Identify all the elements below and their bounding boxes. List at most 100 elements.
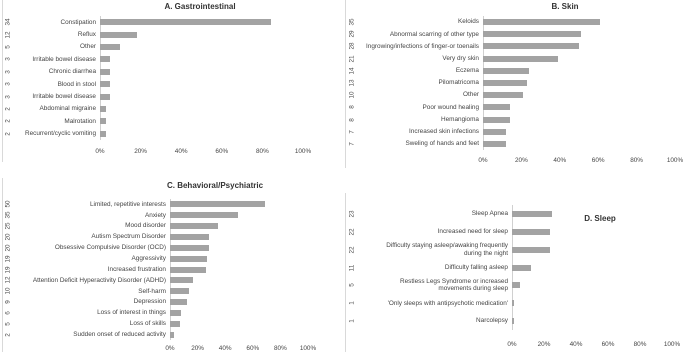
- category-label: Other: [463, 91, 479, 99]
- bar: [170, 255, 208, 262]
- panel-border: [2, 178, 3, 352]
- bar: [483, 43, 579, 50]
- category-label: Recurrent/cyclic vomiting: [24, 130, 96, 138]
- bar: [170, 233, 209, 240]
- bar: [483, 128, 507, 135]
- count-label: 19: [4, 265, 12, 274]
- count-label: 6: [4, 311, 12, 315]
- category-label: Malrotation: [64, 117, 96, 125]
- bar: [170, 277, 194, 284]
- category-label: Sudden onset of reduced activity: [73, 330, 166, 338]
- category-label: Increased frustration: [107, 265, 166, 273]
- bar: [483, 140, 507, 147]
- panel-border: [345, 0, 346, 168]
- count-label: 2: [4, 132, 12, 136]
- count-label: 3: [4, 57, 12, 62]
- bar: [512, 210, 552, 217]
- bar: [170, 212, 238, 219]
- category-label: Eczema: [455, 67, 479, 75]
- bar: [170, 266, 206, 273]
- x-tick-label: 0%: [95, 148, 105, 155]
- category-label: Loss of interest in things: [97, 309, 166, 317]
- category-label: Difficulty staying asleep/awaking freque…: [386, 242, 508, 257]
- x-tick-label: 0%: [478, 157, 488, 164]
- x-tick-label: 100%: [666, 157, 684, 164]
- bar: [512, 228, 551, 235]
- bar: [100, 44, 121, 50]
- count-label: 21: [348, 55, 356, 63]
- category-label: Ingrowing/infections of finger-or toenai…: [366, 42, 479, 50]
- category-label: Other: [80, 43, 96, 51]
- x-tick-label: 100%: [299, 345, 317, 352]
- count-label: 22: [348, 228, 356, 236]
- count-label: 23: [348, 210, 356, 218]
- category-label: 'Only sleeps with antipsychotic medicati…: [387, 299, 508, 307]
- bar: [100, 118, 107, 125]
- panel-border: [345, 193, 346, 352]
- bar: [170, 223, 219, 230]
- bar: [170, 288, 190, 295]
- chart-title: B. Skin: [551, 2, 579, 11]
- category-label: Pilomatricoma: [438, 79, 480, 87]
- category-label: Attention Deficit Hyperactivity Disorder…: [32, 276, 166, 284]
- bar: [483, 92, 524, 99]
- category-label: Poor wound healing: [422, 103, 480, 111]
- count-label: 29: [348, 30, 356, 38]
- bar: [512, 318, 514, 325]
- panel-border: [2, 0, 3, 162]
- count-label: 5: [348, 283, 356, 288]
- x-tick-label: 40%: [569, 341, 583, 348]
- x-tick-label: 100%: [294, 148, 312, 155]
- category-label: Increased need for sleep: [437, 228, 508, 236]
- count-label: 12: [4, 31, 12, 39]
- count-label: 25: [4, 222, 12, 230]
- category-label: Narcolepsy: [476, 317, 508, 325]
- bar: [100, 68, 111, 75]
- category-label: Reflux: [77, 30, 96, 38]
- count-label: 7: [348, 142, 356, 146]
- bar: [483, 19, 601, 26]
- count-label: 9: [4, 300, 12, 304]
- category-label: Aggressivity: [131, 254, 166, 262]
- x-tick-label: 60%: [601, 341, 615, 348]
- category-label: Sleep Apnea: [471, 210, 508, 218]
- bar: [100, 130, 107, 137]
- category-label: Sweling of hands and feet: [405, 140, 479, 148]
- category-label: Increased skin infections: [409, 128, 479, 136]
- bar: [100, 19, 271, 26]
- x-tick-label: 60%: [246, 345, 260, 352]
- category-label: Depression: [133, 298, 166, 306]
- bar: [100, 81, 111, 88]
- x-tick-label: 0%: [507, 341, 517, 348]
- chart-title: C. Behavioral/Psychiatric: [166, 181, 264, 190]
- count-label: 28: [348, 42, 356, 51]
- category-label: Irritable bowel disease: [32, 92, 96, 100]
- category-label: Chronic diarrhea: [48, 68, 96, 76]
- bar: [483, 104, 510, 111]
- bar: [483, 67, 530, 74]
- count-label: 5: [4, 321, 12, 326]
- count-label: 1: [348, 301, 356, 305]
- count-label: 50: [4, 200, 12, 208]
- category-label: Restless Legs Syndrome or increased move…: [400, 277, 508, 293]
- category-label: Blood in stool: [57, 80, 96, 88]
- count-label: 11: [348, 264, 356, 271]
- count-label: 34: [4, 18, 12, 26]
- bar: [170, 309, 182, 316]
- chart-title: A. Gastrointestinal: [164, 2, 236, 11]
- x-tick-label: 60%: [215, 148, 229, 155]
- count-label: 5: [4, 45, 12, 49]
- count-label: 10: [4, 287, 12, 295]
- count-label: 2: [4, 332, 12, 337]
- bar: [483, 80, 528, 86]
- count-label: 2: [4, 107, 12, 111]
- category-label: Limited, repetitive interests: [89, 200, 166, 208]
- x-tick-label: 20%: [134, 148, 147, 155]
- x-tick-label: 20%: [191, 345, 204, 352]
- count-label: 3: [4, 70, 12, 74]
- count-label: 1: [348, 319, 356, 323]
- category-label: Hemangioma: [440, 115, 479, 123]
- x-tick-label: 0%: [165, 345, 175, 352]
- category-label: Difficulty falling asleep: [444, 263, 508, 271]
- category-label: Constipation: [60, 18, 96, 26]
